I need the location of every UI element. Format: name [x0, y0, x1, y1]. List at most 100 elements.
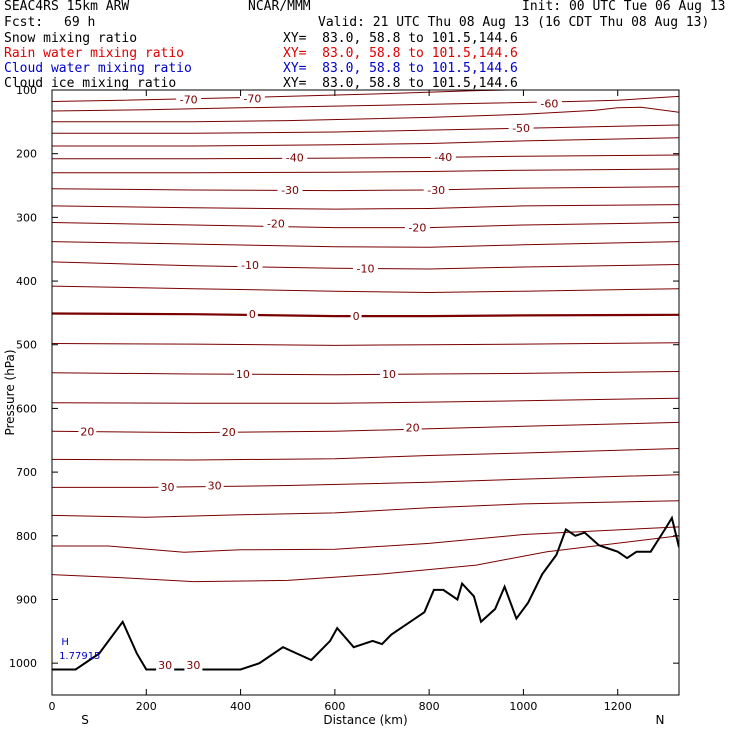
plot-frame — [51, 89, 680, 696]
model-title: SEAC4RS 15km ARW — [4, 0, 130, 14]
contour-label: -40 — [286, 152, 304, 165]
center-label: NCAR/MMM — [248, 0, 311, 14]
contour-label-bg — [246, 308, 258, 321]
contour-label: -20 — [267, 218, 285, 231]
isotherm-line — [52, 168, 679, 174]
isotherm-line — [52, 124, 679, 134]
isotherm-line — [52, 397, 679, 404]
field-cloudwater-name: Cloud water mixing ratio — [4, 61, 192, 76]
isotherm-line — [52, 90, 531, 102]
isotherm-line — [52, 261, 679, 270]
y-tick-label: 700 — [16, 466, 37, 479]
north-end-label: N — [656, 713, 665, 727]
contour-label: -30 — [281, 184, 299, 197]
terrain-line — [52, 515, 679, 671]
contour-label: 10 — [382, 368, 396, 381]
contour-label-bg — [430, 150, 456, 163]
field-rain-xy: XY= 83.0, 58.8 to 101.5,144.6 — [283, 46, 518, 61]
isotherm-line — [52, 312, 679, 318]
contour-label-bg — [237, 259, 263, 272]
contour-label-bg — [536, 97, 562, 110]
x-tick-label: 0 — [49, 700, 56, 713]
x-tick-label: 600 — [324, 700, 345, 713]
isotherm-line — [52, 500, 679, 518]
contour-label-bg — [156, 659, 175, 672]
contour-label-bg — [423, 183, 449, 196]
contour-label: -50 — [512, 122, 530, 135]
contour-label-bg — [404, 221, 430, 234]
contour-label: -10 — [357, 262, 375, 275]
contour-label-bg — [219, 425, 238, 438]
isotherm-line — [52, 241, 679, 248]
isotherm-line — [52, 448, 679, 461]
isotherm-line — [52, 342, 679, 346]
y-tick-label: 900 — [16, 593, 37, 606]
contour-label: 0 — [249, 308, 256, 321]
field-cloudice-xy: XY= 83.0, 58.8 to 101.5,144.6 — [283, 76, 518, 91]
isotherm-line — [52, 371, 679, 376]
y-tick-label: 300 — [16, 211, 37, 224]
x-tick-label: 1000 — [509, 700, 537, 713]
isotherm-line — [52, 474, 679, 488]
isotherm-line — [52, 204, 679, 210]
contour-label-bg — [350, 310, 362, 323]
contour-label: -70 — [180, 94, 198, 107]
forecast-hours: 69 h — [64, 15, 96, 30]
contour-label: 30 — [186, 659, 200, 672]
isotherm-line — [52, 526, 679, 553]
y-tick-label: 400 — [16, 275, 37, 288]
contour-label: -30 — [427, 184, 445, 197]
valid-time: Valid: 21 UTC Thu 08 Aug 13 (16 CDT Thu … — [318, 15, 710, 30]
contour-label: 30 — [158, 659, 172, 672]
y-tick-label: 600 — [16, 402, 37, 415]
contour-label-bg — [403, 421, 422, 434]
contour-label-bg — [353, 262, 378, 275]
field-cloudice-name: Cloud ice mixing ratio — [4, 76, 177, 91]
y-tick-label: 800 — [16, 530, 37, 543]
field-rain-name: Rain water mixing ratio — [4, 46, 185, 61]
contour-label: 20 — [222, 426, 236, 439]
contour-label: 0 — [353, 310, 360, 323]
contour-label-bg — [233, 368, 252, 381]
isotherm-line — [52, 106, 679, 123]
y-axis-label: Pressure (hPa) — [3, 349, 17, 435]
isotherm-line — [52, 222, 679, 229]
contour-label: -10 — [241, 259, 259, 272]
contour-label: 20 — [80, 425, 94, 438]
contour-label-bg — [176, 93, 202, 106]
contour-label: 10 — [236, 368, 250, 381]
contour-label: 20 — [406, 422, 420, 435]
contour-label-bg — [263, 217, 289, 230]
isotherm-line — [52, 285, 679, 294]
contour-label-bg — [184, 659, 203, 672]
x-tick-label: 800 — [419, 700, 440, 713]
contour-label: -20 — [408, 222, 426, 235]
field-snow-name: Snow mixing ratio — [4, 31, 138, 46]
field-snow-xy: XY= 83.0, 58.8 to 101.5,144.6 — [283, 31, 518, 46]
isotherm-line — [52, 95, 679, 112]
x-tick-label: 400 — [230, 700, 251, 713]
x-tick-label: 200 — [136, 700, 157, 713]
contour-label-bg — [277, 183, 303, 196]
isotherm-line — [52, 186, 679, 192]
contour-label-bg — [380, 368, 399, 381]
contour-label: -70 — [243, 92, 261, 105]
isotherm-line — [52, 154, 679, 160]
contour-label: -40 — [434, 151, 452, 164]
y-tick-label: 500 — [16, 339, 37, 352]
field-cloudwater-xy: XY= 83.0, 58.8 to 101.5,144.6 — [283, 61, 518, 76]
forecast-label: Fcst: — [4, 15, 44, 30]
south-end-label: S — [81, 713, 89, 727]
isotherm-line — [52, 421, 679, 434]
y-tick-label: 200 — [16, 148, 37, 161]
contour-label: -60 — [540, 97, 558, 110]
contour-label-bg — [158, 480, 177, 493]
contour-label-bg — [78, 425, 97, 438]
contour-label-bg — [508, 122, 534, 135]
isotherm-line — [52, 535, 679, 583]
cloud-water-annotation: H — [61, 637, 69, 648]
contour-label-bg — [282, 151, 308, 164]
init-time: Init: 00 UTC Tue 06 Aug 13 — [522, 0, 726, 14]
y-tick-label: 100 — [16, 84, 37, 97]
